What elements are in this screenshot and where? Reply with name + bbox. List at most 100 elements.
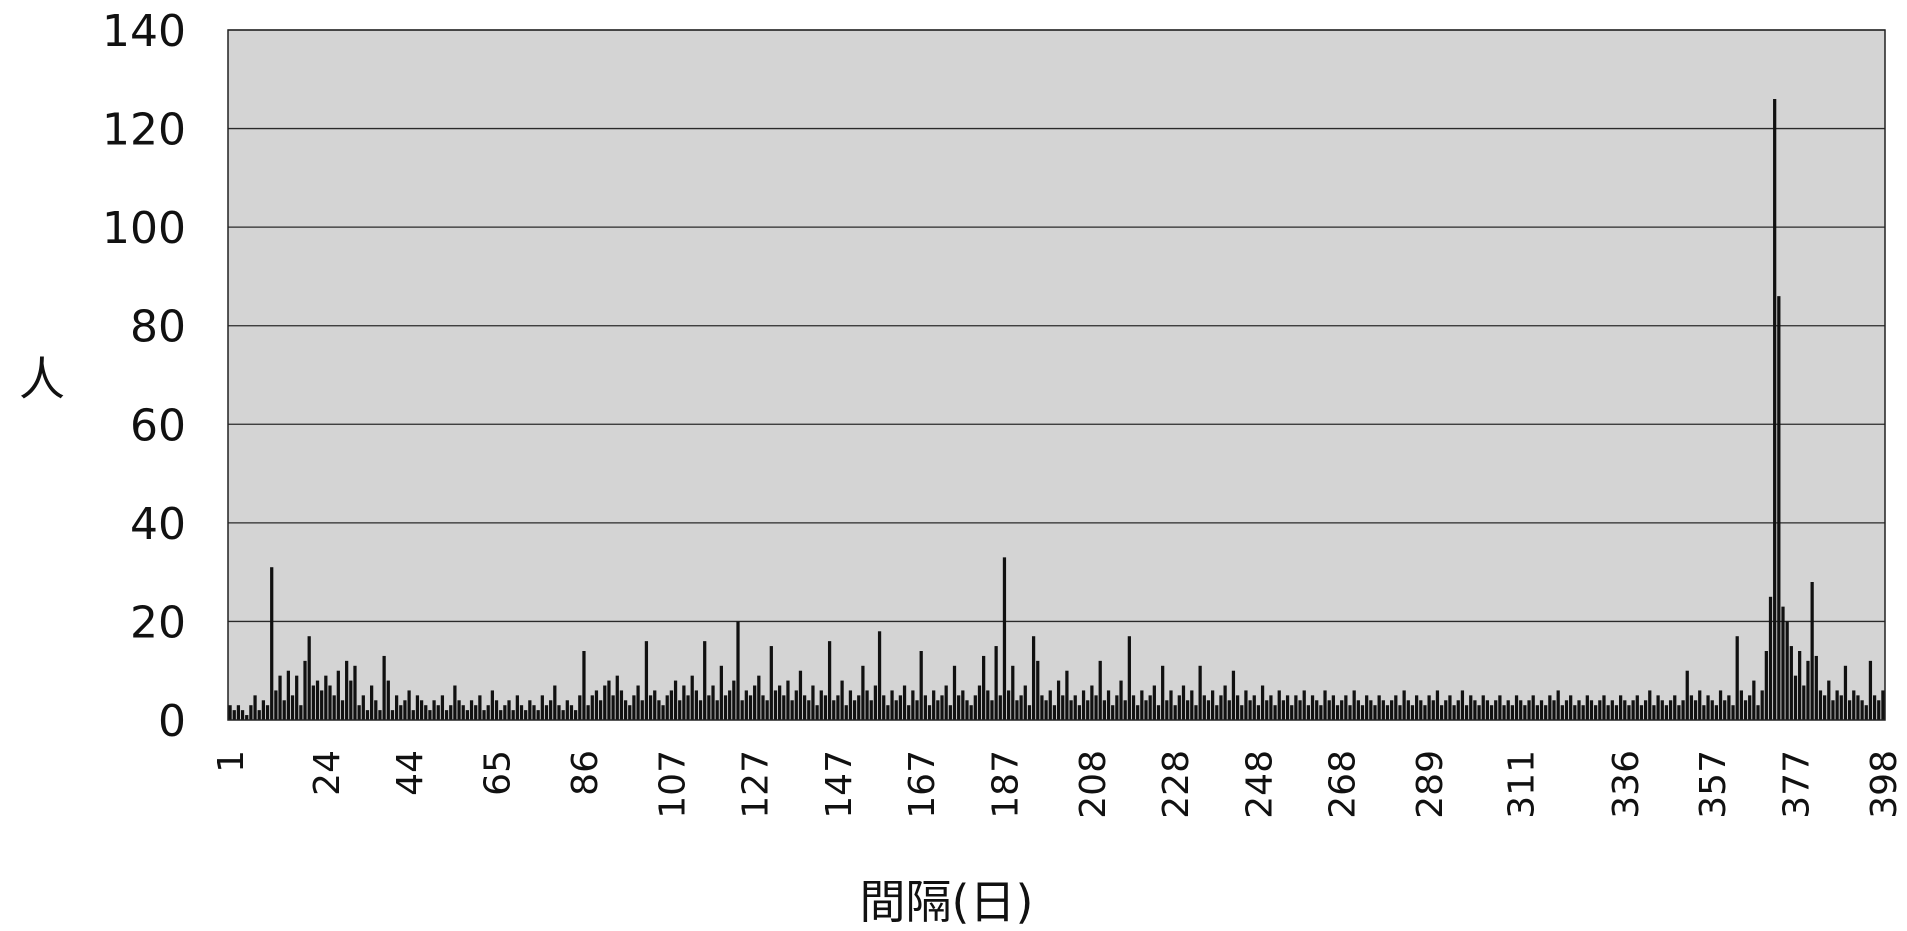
bar — [807, 700, 811, 720]
bar — [1660, 700, 1664, 720]
bar — [623, 700, 628, 720]
bar — [411, 710, 415, 720]
bar — [286, 670, 290, 720]
bar — [694, 690, 698, 720]
bar — [1127, 636, 1131, 720]
bar — [936, 700, 940, 720]
bar — [1123, 700, 1127, 720]
bar — [303, 660, 307, 720]
bar — [1806, 660, 1810, 720]
bar — [469, 700, 474, 720]
bar — [798, 670, 803, 720]
bar — [419, 700, 424, 720]
bar — [1760, 690, 1764, 720]
bar — [457, 700, 461, 720]
bar — [1002, 557, 1007, 720]
bar — [507, 700, 511, 720]
bar — [1086, 700, 1090, 720]
bar — [349, 680, 353, 720]
bar — [1519, 700, 1523, 720]
bar — [819, 690, 823, 720]
bar — [1673, 695, 1677, 720]
bar — [1502, 705, 1506, 720]
bar — [1569, 695, 1573, 720]
bar — [1331, 695, 1335, 720]
bar — [1831, 700, 1835, 720]
bar — [932, 690, 936, 720]
bar — [1144, 700, 1148, 720]
bar — [1156, 705, 1161, 720]
bar — [582, 651, 586, 720]
bar — [869, 700, 873, 720]
bar — [632, 695, 636, 720]
bar — [1481, 695, 1485, 720]
bar — [832, 700, 836, 720]
bar — [1527, 700, 1531, 720]
bar — [311, 685, 315, 720]
bar — [1814, 655, 1818, 720]
bar — [1539, 700, 1544, 720]
bar — [1056, 680, 1061, 720]
bar — [1619, 695, 1623, 720]
bar — [1852, 690, 1856, 720]
bar — [1469, 695, 1473, 720]
bar — [1627, 705, 1631, 720]
bar — [1406, 700, 1410, 720]
bar — [1860, 700, 1864, 720]
x-tick-label: 357 — [1693, 750, 1734, 819]
bar — [403, 700, 407, 720]
bar — [1552, 700, 1556, 720]
bar — [1535, 705, 1539, 720]
bar — [1048, 690, 1052, 720]
bar — [861, 665, 865, 720]
bar — [1011, 665, 1015, 720]
x-tick-label: 336 — [1606, 750, 1647, 819]
bar — [952, 665, 957, 720]
bar — [236, 705, 241, 720]
bar — [1835, 690, 1839, 720]
x-tick-label: 187 — [985, 750, 1026, 819]
bar — [1452, 705, 1456, 720]
x-tick-label: 147 — [819, 750, 860, 819]
bar — [1752, 680, 1756, 720]
bar — [1727, 695, 1731, 720]
bar — [1260, 685, 1265, 720]
bar — [1211, 690, 1215, 720]
bar — [690, 675, 694, 720]
bar — [374, 700, 378, 720]
bar — [990, 700, 994, 720]
bar — [723, 695, 728, 720]
bar — [444, 710, 449, 720]
bar — [644, 641, 649, 720]
bar — [852, 700, 857, 720]
bar — [324, 675, 328, 720]
bar — [915, 700, 919, 720]
bar — [432, 700, 436, 720]
bar — [882, 695, 886, 720]
bar — [370, 685, 374, 720]
bar — [640, 700, 644, 720]
bar — [1340, 700, 1344, 720]
bar — [782, 695, 786, 720]
bar — [865, 690, 869, 720]
bar — [328, 685, 332, 720]
bar — [1090, 685, 1094, 720]
bar — [877, 631, 882, 720]
bar — [295, 675, 299, 720]
bar — [532, 705, 536, 720]
bar — [1477, 705, 1481, 720]
bar — [661, 705, 665, 720]
bar — [1523, 705, 1527, 720]
x-tick-label: 311 — [1502, 750, 1543, 819]
bar — [1643, 700, 1648, 720]
bar — [1319, 705, 1323, 720]
bar — [1731, 705, 1735, 720]
bar — [1514, 695, 1519, 720]
bar — [1373, 705, 1377, 720]
bar — [424, 705, 428, 720]
bar — [1315, 700, 1319, 720]
bar — [1394, 695, 1398, 720]
bar — [1381, 700, 1385, 720]
bar — [1872, 695, 1877, 720]
bar — [1169, 690, 1173, 720]
